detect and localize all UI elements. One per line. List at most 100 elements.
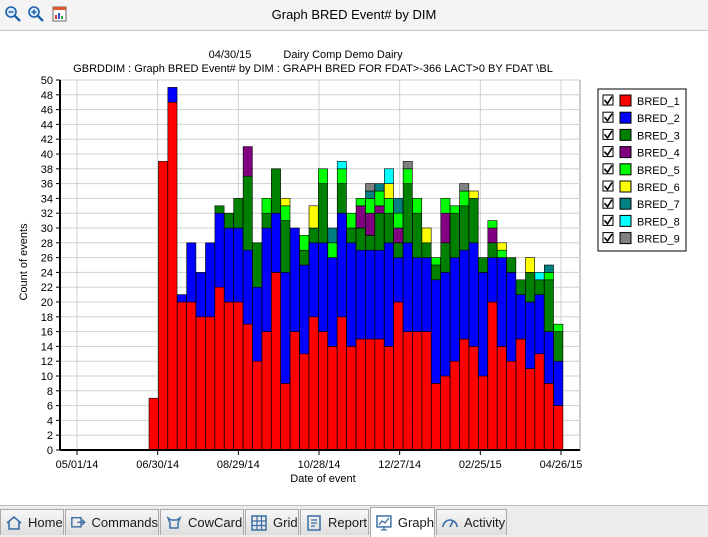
y-tick-label: 6	[47, 401, 53, 413]
bar-segment-bred_2	[214, 212, 225, 288]
chart-header-date: 04/30/15	[209, 49, 252, 61]
y-tick-label: 36	[41, 179, 53, 191]
bar-segment-bred_4	[393, 227, 404, 244]
x-tick-label: 10/28/14	[298, 459, 341, 471]
tab-label: Home	[28, 515, 63, 530]
bar-segment-bred_3	[242, 175, 253, 251]
legend-label-bred_9: BRED_9	[637, 234, 680, 246]
legend-swatch-bred_7	[619, 197, 632, 210]
bar-segment-bred_5	[327, 242, 338, 258]
bar-segment-bred_5	[355, 198, 366, 207]
y-tick-label: 44	[41, 119, 53, 131]
x-tick-label: 08/29/14	[217, 459, 260, 471]
legend-checkbox-bred_3[interactable]	[602, 128, 614, 140]
legend-label-bred_5: BRED_5	[637, 165, 680, 177]
legend-checkbox-bred_9[interactable]	[602, 232, 614, 244]
bar-segment-bred_1	[515, 338, 526, 451]
bar-segment-bred_3	[525, 272, 535, 303]
zoom-out-icon[interactable]	[4, 5, 22, 23]
bar-segment-bred_2	[167, 87, 178, 103]
legend-checkbox-bred_1[interactable]	[602, 94, 614, 106]
bar-segment-bred_1	[402, 331, 413, 451]
bar-segment-bred_3	[506, 257, 517, 273]
bar-segment-bred_1	[534, 353, 545, 451]
legend-label-bred_3: BRED_3	[637, 130, 680, 142]
bar-segment-bred_3	[412, 212, 423, 258]
bar-segment-bred_4	[440, 212, 451, 244]
legend-label-bred_1: BRED_1	[637, 96, 680, 108]
y-tick-label: 42	[41, 134, 53, 146]
bar-segment-bred_2	[412, 257, 423, 332]
legend-checkbox-bred_4[interactable]	[602, 146, 614, 158]
bar-segment-bred_1	[449, 360, 460, 451]
check-icon	[603, 216, 613, 226]
y-tick-label: 50	[41, 75, 53, 87]
x-axis-label: Date of event	[290, 473, 355, 485]
bar-segment-bred_1	[440, 375, 451, 451]
bar-segment-bred_2	[252, 286, 263, 362]
bar-segment-bred_2	[515, 294, 526, 340]
bar-segment-bred_1	[195, 316, 206, 451]
bar-segment-bred_1	[383, 346, 394, 451]
legend-checkbox-bred_5[interactable]	[602, 163, 614, 175]
bar-segment-bred_2	[431, 279, 441, 384]
x-tick-label: 04/26/15	[540, 459, 583, 471]
bar-segment-bred_3	[421, 242, 432, 258]
bar-segment-bred_2	[346, 242, 357, 347]
y-tick-label: 32	[41, 208, 53, 220]
tab-activity[interactable]: Activity	[436, 509, 507, 535]
bar-segment-bred_2	[553, 360, 564, 406]
bar-segment-bred_5	[487, 220, 498, 229]
check-icon	[603, 199, 613, 209]
chart-header-name: Dairy Comp Demo Dairy	[283, 49, 403, 61]
bar-segment-bred_3	[308, 227, 319, 244]
y-tick-label: 4	[47, 415, 53, 427]
bar-segment-bred_3	[280, 220, 291, 273]
home-icon	[5, 514, 23, 532]
bar-segment-bred_4	[365, 212, 376, 236]
check-icon	[603, 130, 613, 140]
legend-swatch-bred_9	[619, 232, 632, 245]
bar-segment-bred_1	[374, 338, 385, 451]
legend-label-bred_2: BRED_2	[637, 113, 680, 125]
tab-commands[interactable]: Commands	[65, 509, 159, 535]
bar-segment-bred_2	[374, 249, 385, 340]
bar-segment-bred_3	[459, 205, 470, 251]
tab-graph[interactable]: Graph	[370, 507, 435, 537]
bar-segment-bred_7	[327, 227, 338, 244]
legend-checkbox-bred_2[interactable]	[602, 111, 614, 123]
y-tick-label: 38	[41, 164, 53, 176]
bar-segment-bred_7	[365, 190, 376, 199]
y-tick-label: 8	[47, 386, 53, 398]
bar-segment-bred_3	[440, 242, 451, 273]
y-tick-label: 24	[41, 267, 53, 279]
bar-segment-bred_2	[186, 242, 197, 303]
bar-segment-bred_1	[308, 316, 319, 451]
legend-checkbox-bred_6[interactable]	[602, 180, 614, 192]
zoom-in-icon[interactable]	[27, 5, 45, 23]
x-tick-label: 02/25/15	[459, 459, 502, 471]
cowcard-icon	[165, 514, 183, 532]
chart-settings-icon[interactable]	[51, 5, 69, 23]
bar-segment-bred_2	[402, 242, 413, 332]
tab-label: Activity	[464, 515, 506, 530]
bar-segment-bred_6	[468, 190, 479, 199]
bar-segment-bred_5	[374, 190, 385, 207]
bar-segment-bred_3	[224, 212, 234, 229]
tab-home[interactable]: Home	[0, 509, 64, 535]
tab-report[interactable]: Report	[300, 509, 369, 535]
y-tick-label: 26	[41, 253, 53, 265]
legend-checkbox-bred_7[interactable]	[602, 197, 614, 209]
bar-segment-bred_3	[233, 198, 244, 229]
bar-segment-bred_9	[459, 183, 470, 192]
bar-segment-bred_6	[496, 242, 507, 251]
axes: 0246810121416182022242628303234363840424…	[41, 75, 583, 471]
bar-segment-bred_1	[431, 383, 441, 451]
legend-checkbox-bred_8[interactable]	[602, 214, 614, 226]
y-tick-label: 0	[47, 445, 53, 457]
tab-cowcard[interactable]: CowCard	[160, 509, 244, 535]
bar-segment-bred_3	[431, 264, 441, 281]
bar-segment-bred_2	[318, 242, 328, 332]
x-tick-label: 12/27/14	[378, 459, 421, 471]
tab-grid[interactable]: Grid	[245, 509, 299, 535]
